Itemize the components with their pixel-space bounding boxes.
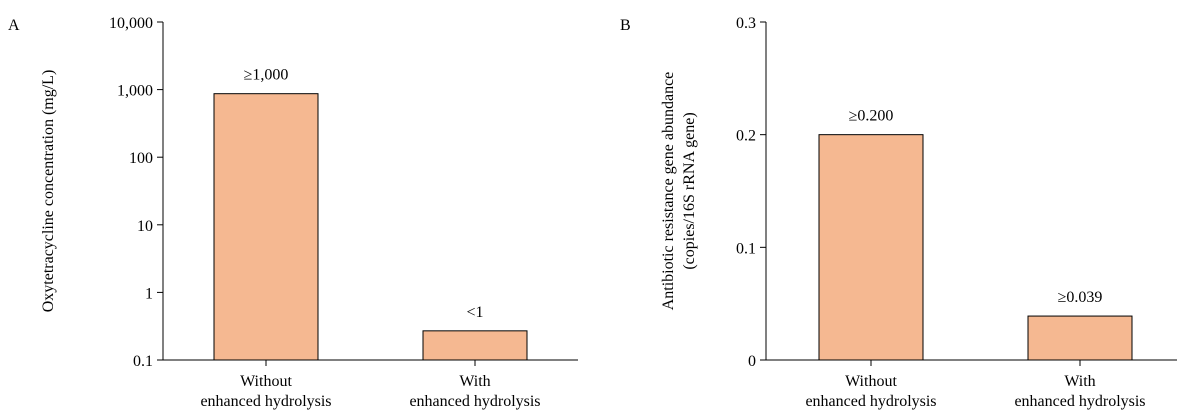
panel-a-bar [213,93,319,361]
panel-a-y-tick-label: 1,000 [117,83,153,100]
panel-a-y-tick-label: 10,000 [109,15,153,32]
panel-a-y-tick-label: 0.1 [133,353,153,370]
panel-b-label: B [620,17,631,34]
panel-a-bars: ≥1,000 Without enhanced hydrolysis <1 With en… [200,67,540,410]
panel-b-x-tick-label: With [1064,373,1095,390]
panel-b-y-ticks: 0 0.1 0.2 0.3 [736,15,766,370]
panel-b-y-axis-label-line-2: (copies/16S rRNA gene) [681,112,698,269]
panel-b-x-tick-label: Without [845,373,897,390]
panel-a-x-tick-label: enhanced hydrolysis [409,393,540,410]
panel-a-x-tick-label: With [459,373,490,390]
panel-b-y-tick-label: 0 [748,353,756,370]
panel-b-x-tick-label: enhanced hydrolysis [805,393,936,410]
panel-b-bar [818,134,924,361]
panel-b-y-tick-label: 0.3 [736,15,756,32]
panel-a-y-axis-label: Oxytetracycline concentration (mg/L) [40,70,57,313]
panel-b-data-label: ≥0.200 [849,108,894,125]
panel-a-y-tick-label: 100 [129,150,153,167]
panel-a-bar [422,330,528,361]
panel-b-y-tick-label: 0.1 [736,240,756,257]
panel-a-x-tick-label: enhanced hydrolysis [200,393,331,410]
panel-b-y-axis-label-line-1: Antibiotic resistance gene abundance [660,72,677,311]
panel-a-data-label: ≥1,000 [244,67,289,84]
panel-b-bar [1027,315,1133,361]
panel-b-bars: ≥0.200 Without enhanced hydrolysis ≥0.039 Wi… [805,108,1145,410]
panel-a-x-tick-label: Without [240,373,292,390]
panel-a-y-ticks: 0.1 1 10 100 1,000 10,000 [109,15,163,370]
panel-b-x-tick-label: enhanced hydrolysis [1014,393,1145,410]
panel-b-y-tick-label: 0.2 [736,128,756,145]
panel-a-y-tick-label: 10 [137,218,153,235]
panel-a-y-tick-label: 1 [145,285,153,302]
panel-b: B Antibiotic resistance gene abundance (… [620,15,1177,410]
panel-a-label: A [8,17,20,34]
panel-a-data-label: <1 [466,304,483,321]
panel-a: A Oxytetracycline concentration (mg/L) 0… [8,15,578,410]
panel-b-data-label: ≥0.039 [1058,289,1103,306]
